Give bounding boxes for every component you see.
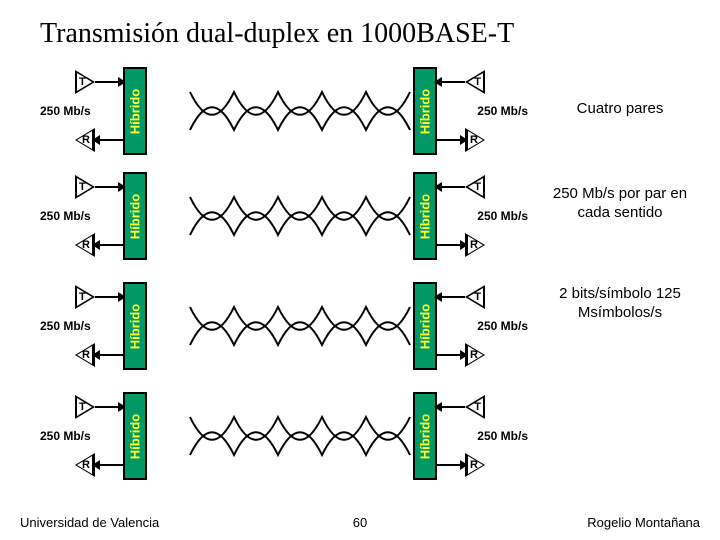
tx-label: T: [474, 76, 481, 88]
twisted-pair-icon: [190, 92, 410, 130]
rate-label: 250 Mb/s: [40, 429, 91, 443]
rate-label: 250 Mb/s: [477, 429, 528, 443]
rate-label: 250 Mb/s: [40, 209, 91, 223]
rx-label: R: [470, 239, 478, 251]
annotation: 2 bits/símbolo 125 Msímbolos/s: [540, 285, 700, 323]
rate-label: 250 Mb/s: [477, 104, 528, 118]
twisted-pair-icon: [190, 417, 410, 455]
endpoint-right: Híbrido T R 250 Mb/s: [400, 70, 520, 160]
rate-label: 250 Mb/s: [40, 104, 91, 118]
endpoint-right: Híbrido T R 250 Mb/s: [400, 395, 520, 485]
hybrid-box: Híbrido: [123, 282, 147, 370]
rx-label: R: [82, 239, 90, 251]
rx-label: R: [82, 134, 90, 146]
rate-label: 250 Mb/s: [477, 209, 528, 223]
annotation: Cuatro pares: [540, 100, 700, 119]
tx-label: T: [79, 291, 86, 303]
footer-author: Rogelio Montañana: [587, 515, 700, 530]
pair-row: T R 250 Mb/s Híbrido Híbrido T R 250 Mb/…: [40, 395, 680, 485]
rate-label: 250 Mb/s: [40, 319, 91, 333]
twisted-pair-icon: [190, 307, 410, 345]
hybrid-box: Híbrido: [123, 67, 147, 155]
tx-label: T: [474, 291, 481, 303]
endpoint-left: T R 250 Mb/s Híbrido: [40, 70, 160, 160]
page-title: Transmisión dual-duplex en 1000BASE-T: [40, 18, 514, 50]
tx-label: T: [474, 181, 481, 193]
tx-label: T: [474, 401, 481, 413]
rx-label: R: [470, 134, 478, 146]
rx-label: R: [82, 349, 90, 361]
endpoint-left: T R 250 Mb/s Híbrido: [40, 175, 160, 265]
endpoint-left: T R 250 Mb/s Híbrido: [40, 285, 160, 375]
rate-label: 250 Mb/s: [477, 319, 528, 333]
endpoint-right: Híbrido T R 250 Mb/s: [400, 285, 520, 375]
tx-label: T: [79, 401, 86, 413]
hybrid-box: Híbrido: [123, 392, 147, 480]
twisted-pair-icon: [190, 197, 410, 235]
hybrid-box: Híbrido: [123, 172, 147, 260]
tx-label: T: [79, 181, 86, 193]
tx-label: T: [79, 76, 86, 88]
annotation: 250 Mb/s por par en cada sentido: [540, 185, 700, 223]
endpoint-right: Híbrido T R 250 Mb/s: [400, 175, 520, 265]
rx-label: R: [82, 459, 90, 471]
rx-label: R: [470, 349, 478, 361]
endpoint-left: T R 250 Mb/s Híbrido: [40, 395, 160, 485]
rx-label: R: [470, 459, 478, 471]
